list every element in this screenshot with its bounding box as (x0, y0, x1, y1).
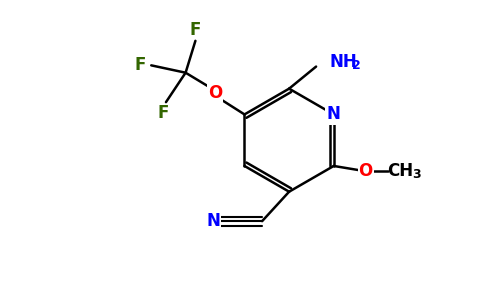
Text: O: O (359, 162, 373, 180)
Text: NH: NH (330, 53, 358, 71)
Text: 3: 3 (412, 168, 421, 181)
Text: 2: 2 (352, 59, 361, 72)
Text: N: N (327, 105, 341, 123)
Text: F: F (158, 104, 169, 122)
Text: F: F (135, 56, 146, 74)
Text: CH: CH (387, 162, 413, 180)
Text: O: O (208, 84, 222, 102)
Text: F: F (190, 21, 201, 39)
Text: N: N (206, 212, 220, 230)
